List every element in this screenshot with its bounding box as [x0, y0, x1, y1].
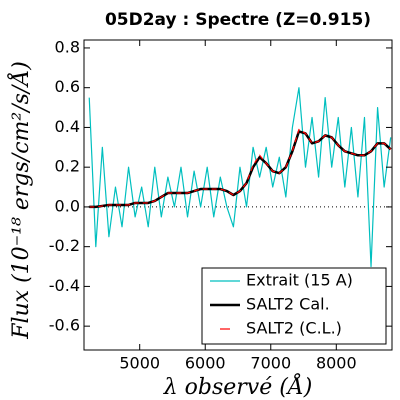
series-line	[89, 128, 392, 208]
y-tick-label: -0.2	[49, 236, 80, 255]
y-tick-label: 0.0	[55, 196, 80, 215]
x-axis-label: λ observé (Å)	[163, 372, 313, 400]
legend-label: SALT2 Cal.	[246, 295, 330, 314]
chart-title: 05D2ay : Spectre (Z=0.915)	[105, 10, 371, 30]
x-tick-label: 8000	[316, 354, 357, 373]
legend-label: Extrait (15 A)	[246, 271, 353, 290]
legend-label: SALT2 (C.L.)	[246, 319, 342, 338]
y-tick-label: -0.6	[49, 316, 80, 335]
x-tick-label: 5000	[119, 354, 160, 373]
series-line	[88, 87, 392, 268]
x-tick-label: 7000	[250, 354, 291, 373]
y-axis-label: Flux (10⁻¹⁸ ergs/cm²/s/Å)	[6, 61, 34, 340]
y-tick-label: -0.4	[49, 276, 80, 295]
plot-frame	[83, 39, 393, 351]
y-tick-label: 0.2	[55, 157, 80, 176]
y-tick-label: 0.6	[55, 77, 80, 96]
y-tick-label: 0.4	[55, 117, 80, 136]
x-tick-label: 6000	[185, 354, 226, 373]
y-tick-label: 0.8	[55, 37, 80, 56]
